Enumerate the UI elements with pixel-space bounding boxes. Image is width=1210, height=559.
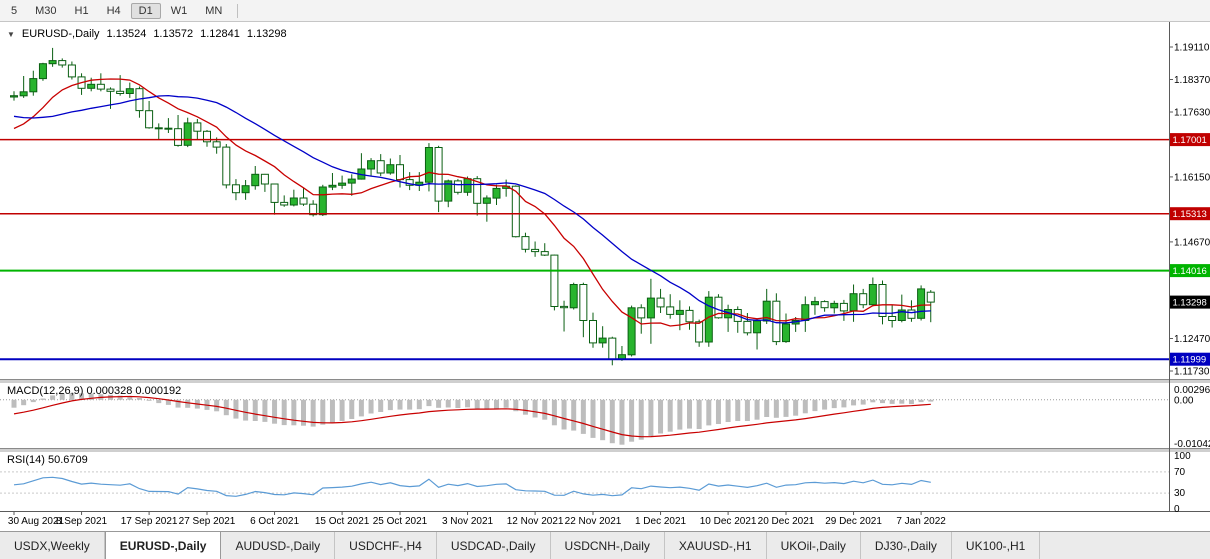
chart-tab-usdcad-daily[interactable]: USDCAD-,Daily bbox=[437, 532, 551, 559]
svg-text:1.14016: 1.14016 bbox=[1173, 266, 1207, 277]
chart-area[interactable]: 1.19110 1.18370 1.17630 1.16150 1.14670 1.124… bbox=[0, 22, 1210, 531]
macd-indicator-label: MACD(12,26,9) 0.000328 0.000192 bbox=[7, 385, 182, 397]
timeframe-button-h4[interactable]: H4 bbox=[106, 4, 121, 17]
ma-fast-line bbox=[13, 78, 931, 327]
ohlc-close-value: 1.13298 bbox=[246, 28, 287, 40]
ohlc-high-value: 1.13572 bbox=[153, 28, 194, 40]
svg-text:1.17630: 1.17630 bbox=[1174, 108, 1210, 119]
moving-average-lines bbox=[13, 78, 931, 327]
svg-text:20 Dec 2021: 20 Dec 2021 bbox=[758, 516, 815, 527]
chart-tab-usdx-weekly[interactable]: USDX,Weekly bbox=[0, 532, 105, 559]
ma-slow-line bbox=[13, 94, 931, 324]
svg-text:8 Sep 2021: 8 Sep 2021 bbox=[56, 516, 108, 527]
svg-text:1 Dec 2021: 1 Dec 2021 bbox=[635, 516, 687, 527]
axis-frame bbox=[0, 22, 1210, 512]
svg-text:10 Dec 2021: 10 Dec 2021 bbox=[700, 516, 757, 527]
svg-text:1.13298: 1.13298 bbox=[1173, 298, 1207, 309]
chart-symbol-label: EURUSD-,Daily bbox=[21, 28, 100, 40]
svg-text:1.17001: 1.17001 bbox=[1173, 135, 1207, 146]
svg-text:1.11999: 1.11999 bbox=[1173, 355, 1207, 366]
rsi-indicator-label: RSI(14) 50.6709 bbox=[7, 454, 88, 466]
timeframe-button-m30[interactable]: M30 bbox=[35, 4, 57, 17]
svg-text:30 Aug 2021: 30 Aug 2021 bbox=[8, 516, 65, 527]
rsi-line bbox=[13, 476, 931, 497]
toolbar-separator bbox=[237, 3, 239, 18]
timeframe-button-5[interactable]: 5 bbox=[11, 4, 18, 17]
svg-text:12 Nov 2021: 12 Nov 2021 bbox=[507, 516, 564, 527]
chart-tab-xauusd-h1[interactable]: XAUUSD-,H1 bbox=[665, 532, 767, 559]
ohlc-low-value: 1.12841 bbox=[200, 28, 240, 40]
svg-text:7 Jan 2022: 7 Jan 2022 bbox=[896, 516, 946, 527]
ohlc-open-value: 1.13524 bbox=[106, 28, 147, 40]
chart-tab-dj30-daily[interactable]: DJ30-,Daily bbox=[861, 532, 952, 559]
chart-canvas[interactable]: 1.19110 1.18370 1.17630 1.16150 1.14670 1.124… bbox=[0, 22, 1210, 531]
price-axis[interactable]: 1.19110 1.18370 1.17630 1.16150 1.14670 1.124… bbox=[1169, 43, 1210, 378]
macd-signal-line bbox=[13, 395, 931, 438]
svg-text:0: 0 bbox=[1174, 504, 1180, 515]
price-axis-labels: 1.17001 1.15313 1.14016 1.11999 1.13298 bbox=[1170, 133, 1210, 366]
current-price-label bbox=[1170, 295, 1210, 309]
svg-text:1.19110: 1.19110 bbox=[1174, 43, 1210, 54]
svg-text:1.15313: 1.15313 bbox=[1173, 209, 1207, 220]
svg-text:1.18370: 1.18370 bbox=[1174, 75, 1210, 86]
timeframe-button-h1[interactable]: H1 bbox=[74, 4, 89, 17]
timeframe-button-mn[interactable]: MN bbox=[205, 4, 223, 17]
svg-text:25 Oct 2021: 25 Oct 2021 bbox=[373, 516, 428, 527]
svg-text:22 Nov 2021: 22 Nov 2021 bbox=[565, 516, 622, 527]
svg-text:-0.010422: -0.010422 bbox=[1174, 439, 1210, 450]
svg-text:3 Nov 2021: 3 Nov 2021 bbox=[442, 516, 494, 527]
timeframe-toolbar: 5 M30 H1 H4 D1 W1 MN bbox=[0, 0, 1210, 22]
horizontal-level-lines[interactable] bbox=[0, 138, 1169, 361]
svg-text:15 Oct 2021: 15 Oct 2021 bbox=[315, 516, 370, 527]
chart-tab-audusd-daily[interactable]: AUDUSD-,Daily bbox=[221, 532, 336, 559]
chart-ohlc-header: ▼ EURUSD-,Daily 1.13524 1.13572 1.12841 … bbox=[7, 28, 294, 40]
svg-text:27 Sep 2021: 27 Sep 2021 bbox=[179, 516, 236, 527]
svg-text:6 Oct 2021: 6 Oct 2021 bbox=[250, 516, 299, 527]
svg-text:1.14670: 1.14670 bbox=[1174, 237, 1210, 248]
chart-tab-ukoil-daily[interactable]: UKOil-,Daily bbox=[767, 532, 861, 559]
one-click-trading-arrow[interactable]: ▼ bbox=[7, 29, 15, 39]
timeframe-button-w1[interactable]: W1 bbox=[170, 4, 188, 17]
svg-text:30: 30 bbox=[1174, 488, 1186, 499]
candlestick-series bbox=[10, 47, 935, 366]
timeframe-button-d1[interactable]: D1 bbox=[130, 2, 161, 19]
svg-text:17 Sep 2021: 17 Sep 2021 bbox=[121, 516, 178, 527]
svg-text:0.00: 0.00 bbox=[1174, 395, 1194, 406]
svg-text:1.12470: 1.12470 bbox=[1174, 334, 1210, 345]
chart-tabs-bar: USDX,Weekly EURUSD-,Daily AUDUSD-,Daily USD… bbox=[0, 531, 1210, 559]
chart-tab-uk100-h1[interactable]: UK100-,H1 bbox=[952, 532, 1041, 559]
chart-tab-usdchf-h4[interactable]: USDCHF-,H4 bbox=[335, 532, 437, 559]
svg-text:1.11730: 1.11730 bbox=[1174, 367, 1210, 378]
svg-text:70: 70 bbox=[1174, 467, 1186, 478]
svg-text:29 Dec 2021: 29 Dec 2021 bbox=[825, 516, 882, 527]
chart-tab-eurusd-daily[interactable]: EURUSD-,Daily bbox=[104, 532, 222, 559]
svg-text:0.002966: 0.002966 bbox=[1174, 385, 1210, 396]
chart-tab-usdcnh-daily[interactable]: USDCNH-,Daily bbox=[551, 532, 665, 559]
macd-axis-labels: 0.0029660.00 -0.010422 bbox=[1174, 385, 1210, 450]
svg-text:100: 100 bbox=[1174, 451, 1191, 462]
rsi-axis-labels: 100 70 30 0 bbox=[1174, 451, 1191, 515]
macd-histogram bbox=[11, 392, 934, 445]
svg-text:1.16150: 1.16150 bbox=[1174, 172, 1210, 183]
